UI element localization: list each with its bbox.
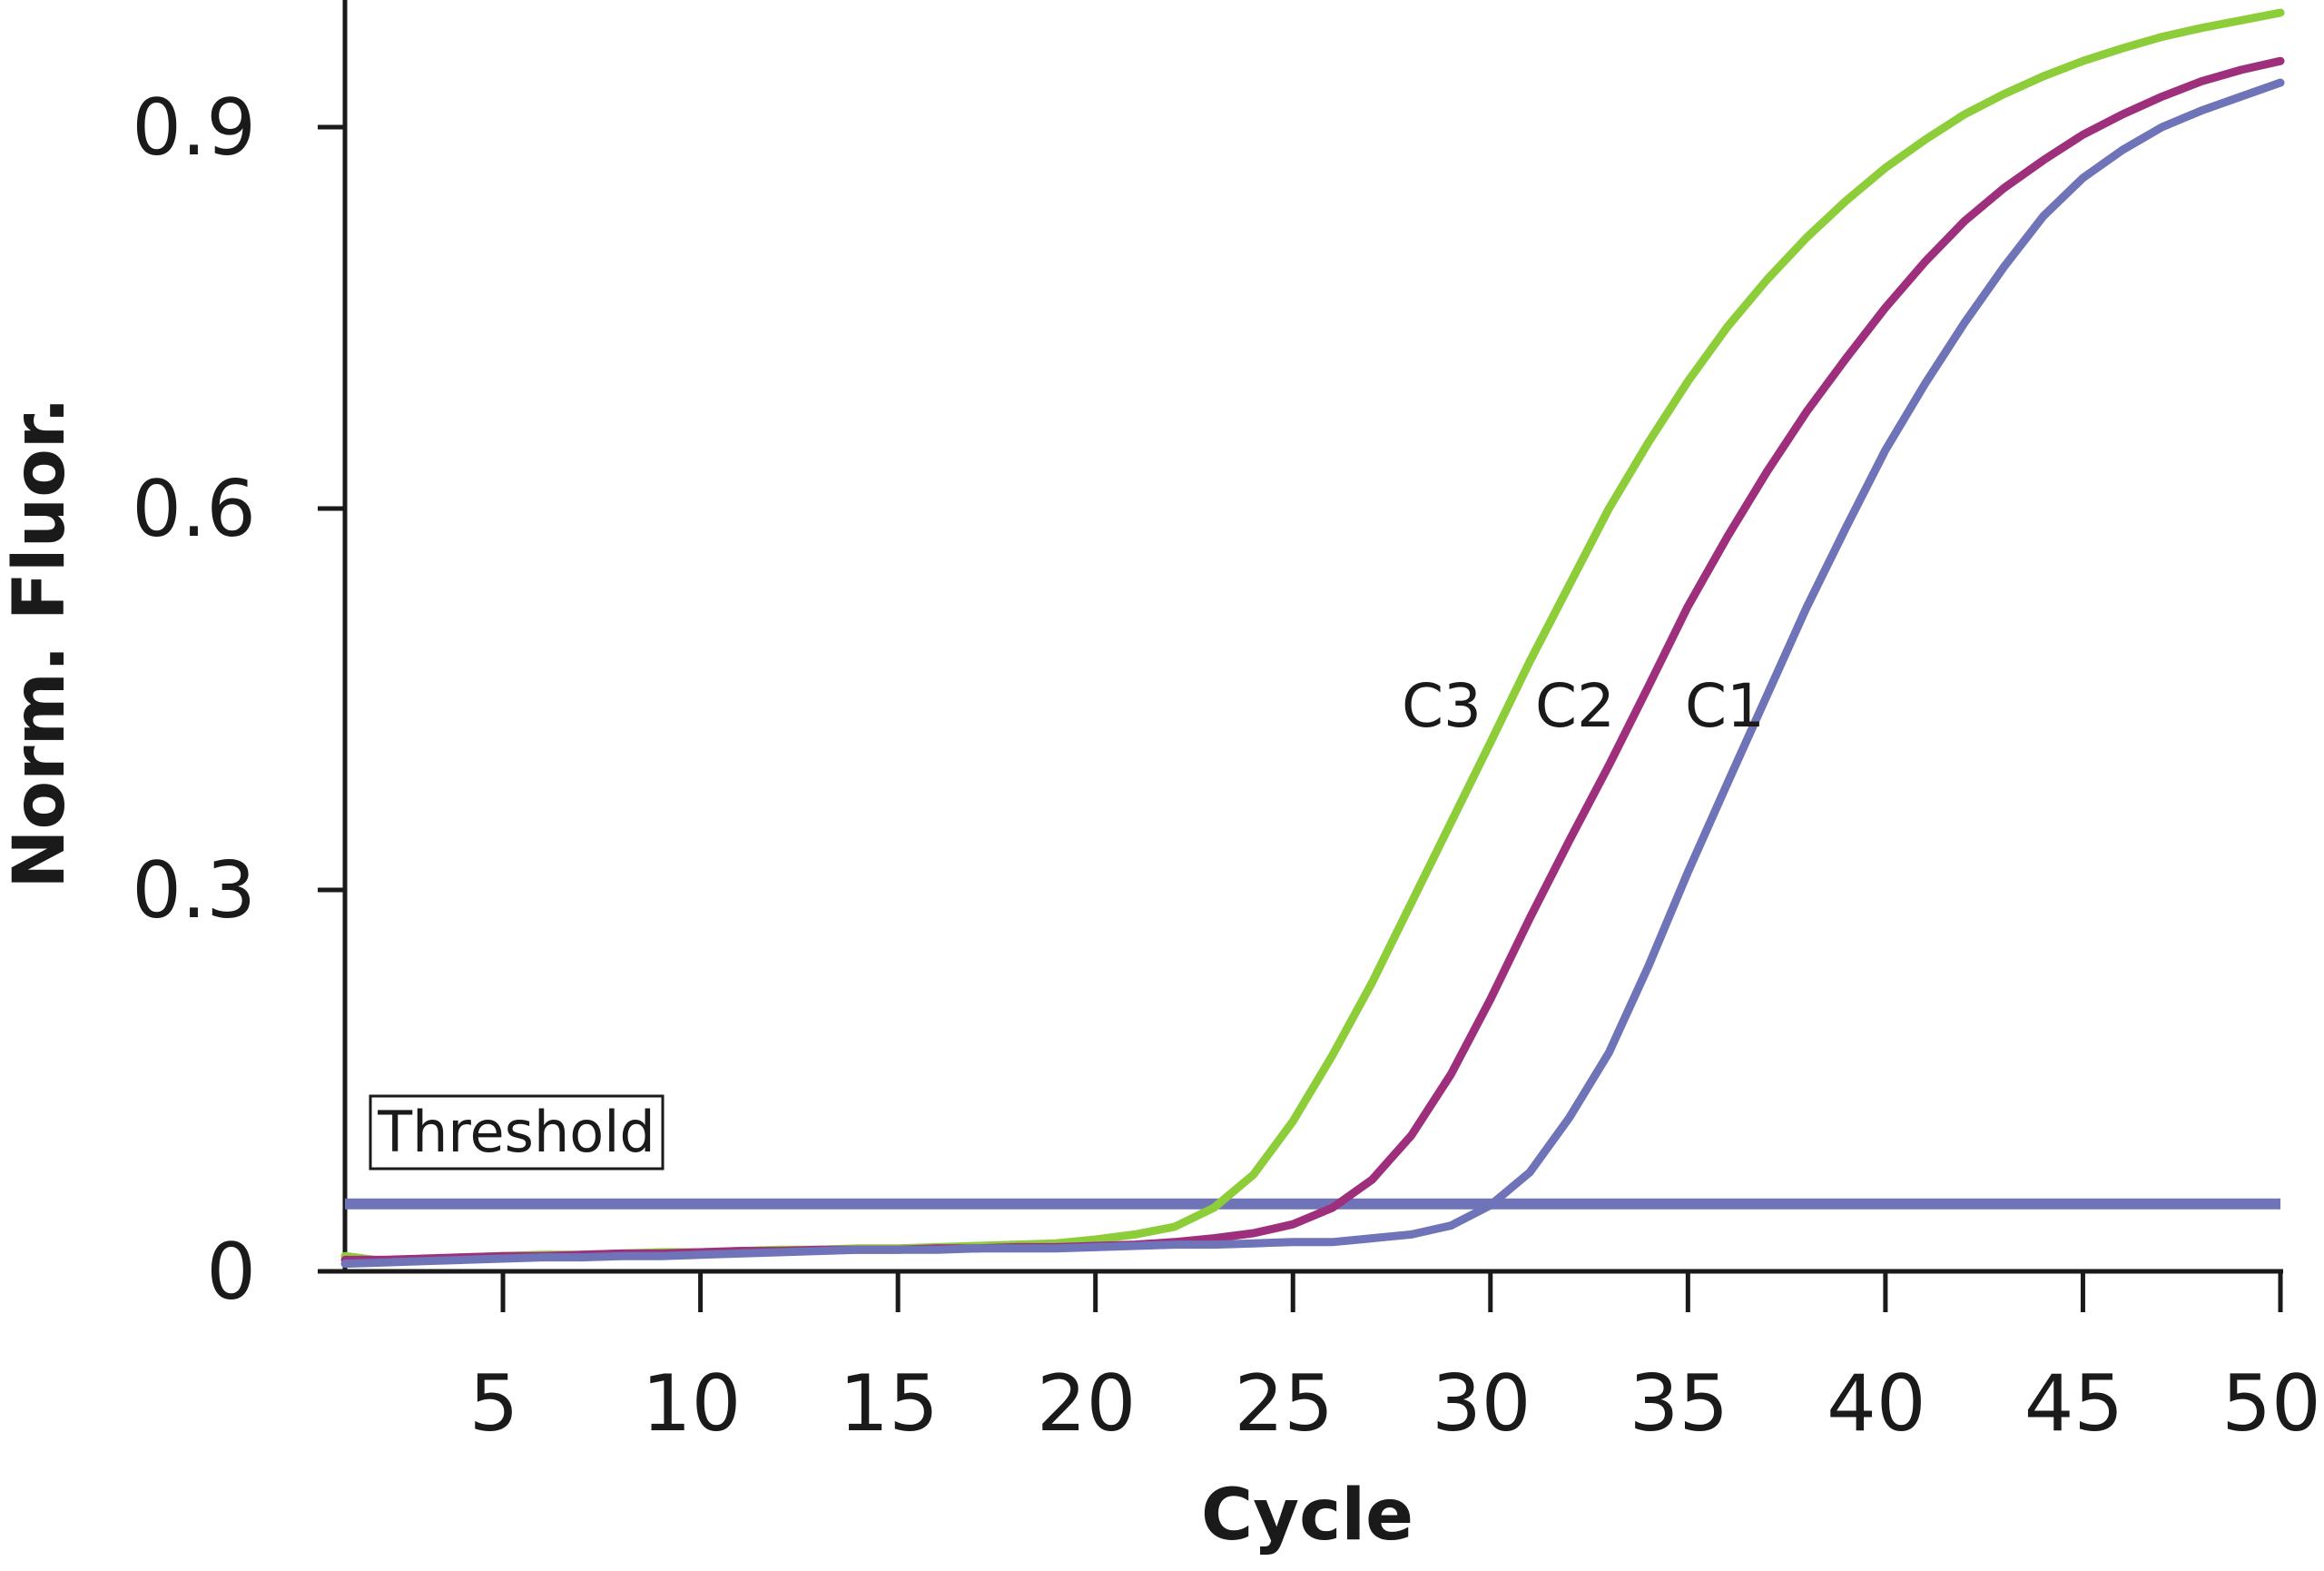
y-tick-label: 0.6	[132, 464, 256, 555]
axes: 0 0.3 0.6 0.9 5 10 15 20 25 30 35 40 45 50	[132, 0, 2321, 1449]
series-group	[340, 8, 2285, 1269]
x-tick-label: 45	[2024, 1359, 2123, 1449]
y-tick-label: 0	[206, 1227, 256, 1318]
x-tick-label: 5	[469, 1359, 519, 1449]
y-tick-label: 0.3	[132, 845, 256, 936]
threshold: Threshold	[345, 1094, 2280, 1210]
y-tick-label: 0.9	[132, 83, 256, 173]
x-tick-label: 50	[2221, 1359, 2320, 1449]
x-tick-label: 40	[1827, 1359, 1925, 1449]
series-line-c1	[340, 78, 2285, 1269]
y-axis-title: Norm. Fluor.	[0, 397, 81, 889]
series-label-c3: C3	[1402, 671, 1482, 741]
series-label-c2: C2	[1535, 671, 1615, 741]
series-label-c1: C1	[1685, 671, 1765, 741]
series-labels: C3 C2 C1	[1402, 671, 1765, 741]
x-tick-label: 30	[1432, 1359, 1531, 1449]
x-tick-label: 25	[1235, 1359, 1334, 1449]
x-tick-label: 35	[1630, 1359, 1728, 1449]
x-axis-title: Cycle	[1201, 1475, 1413, 1556]
threshold-label-box	[369, 1094, 665, 1171]
series-line-c2	[340, 56, 2285, 1264]
x-tick-label: 10	[642, 1359, 741, 1449]
x-tick-label: 15	[839, 1359, 938, 1449]
threshold-label: Threshold	[377, 1099, 655, 1165]
x-tick-label: 20	[1037, 1359, 1136, 1449]
